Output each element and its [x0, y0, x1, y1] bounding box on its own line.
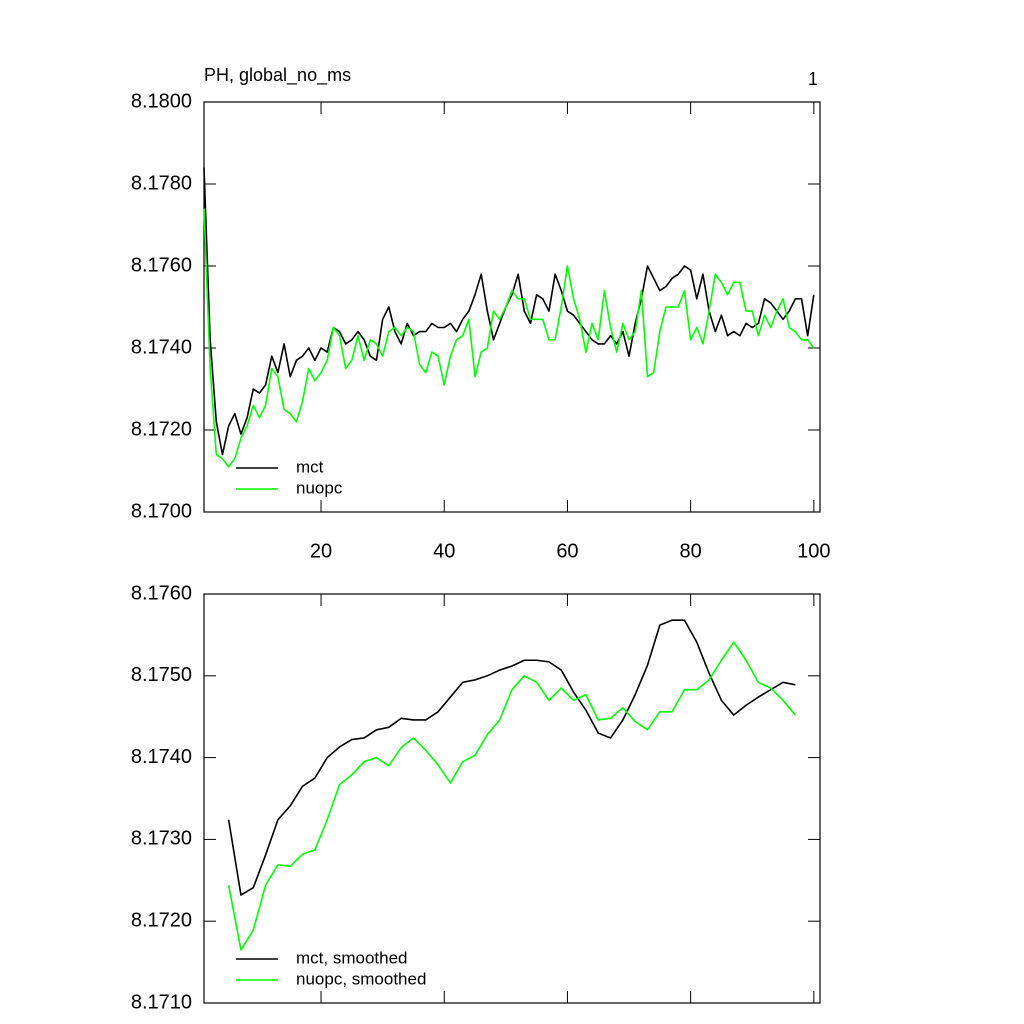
series-line [227, 619, 796, 896]
legend-label: nuopc [296, 478, 343, 497]
y-tick-label: 8.1700 [131, 500, 192, 522]
plot-frame [203, 101, 821, 513]
y-tick-label: 8.1800 [131, 90, 192, 112]
y-tick-label: 8.1780 [131, 172, 192, 194]
x-tick-label: 40 [433, 540, 455, 562]
legend-label: mct, smoothed [296, 948, 408, 967]
legend-label: mct [296, 457, 324, 476]
x-tick-label: 20 [310, 540, 332, 562]
plot-frame [203, 593, 821, 1004]
y-tick-label: 8.1710 [131, 991, 192, 1013]
series-line [203, 167, 815, 456]
y-tick-label: 8.1740 [131, 746, 192, 768]
y-tick-label: 8.1760 [131, 582, 192, 604]
x-tick-label: 80 [680, 540, 702, 562]
y-tick-label: 8.1750 [131, 664, 192, 686]
y-tick-label: 8.1740 [131, 336, 192, 358]
x-tick-label: 100 [797, 540, 830, 562]
series-line [203, 208, 815, 468]
y-tick-label: 8.1720 [131, 418, 192, 440]
panel-label: 1 [808, 69, 818, 89]
legend-label: nuopc, smoothed [296, 969, 426, 988]
y-tick-label: 8.1730 [131, 828, 192, 850]
series-line [227, 641, 796, 951]
y-tick-label: 8.1760 [131, 254, 192, 276]
x-tick-label: 60 [556, 540, 578, 562]
y-tick-label: 8.1720 [131, 909, 192, 931]
chart-title: PH, global_no_ms [204, 65, 351, 86]
